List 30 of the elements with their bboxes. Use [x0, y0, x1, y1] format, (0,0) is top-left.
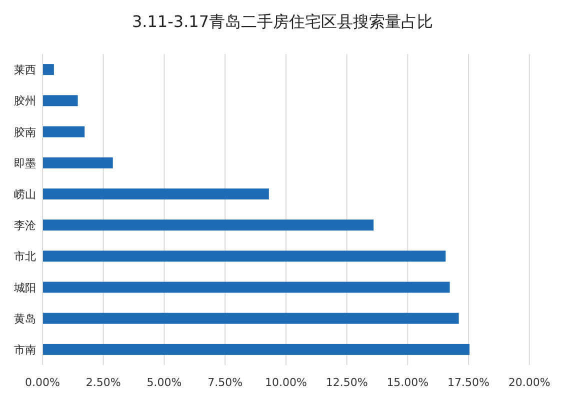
bar	[42, 126, 85, 138]
y-tick-label: 黄岛	[14, 312, 36, 326]
x-tick-label: 10.00%	[264, 376, 307, 389]
y-tick-label: 市北	[14, 250, 36, 264]
x-tick-label: 7.50%	[208, 376, 243, 389]
bar	[42, 312, 459, 324]
y-tick-label: 李沧	[14, 219, 36, 232]
y-tick-label: 崂山	[14, 188, 36, 201]
y-tick-label: 即墨	[14, 156, 36, 170]
bar	[42, 188, 269, 200]
chart-title: 3.11-3.17青岛二手房住宅区县搜索量占比	[132, 12, 434, 31]
x-tick-label: 5.00%	[146, 376, 182, 389]
y-tick-label: 城阳	[13, 281, 36, 294]
x-tick-label: 20.00%	[508, 376, 550, 389]
x-tick-label: 17.50%	[448, 376, 490, 389]
y-tick-label: 市南	[14, 343, 36, 356]
bar	[42, 157, 113, 168]
x-tick-label: 0.00%	[25, 376, 60, 389]
bar	[42, 95, 78, 106]
bar	[42, 250, 446, 262]
y-tick-label: 胶南	[14, 126, 36, 139]
y-tick-label: 胶州	[14, 94, 36, 108]
x-tick-label: 12.50%	[326, 376, 368, 389]
x-tick-label: 2.50%	[86, 376, 121, 389]
bar	[42, 282, 450, 293]
bar	[42, 220, 374, 231]
x-tick-label: 15.00%	[386, 376, 429, 389]
y-tick-label: 莱西	[14, 64, 36, 77]
bar	[42, 64, 54, 76]
bar	[42, 344, 470, 355]
